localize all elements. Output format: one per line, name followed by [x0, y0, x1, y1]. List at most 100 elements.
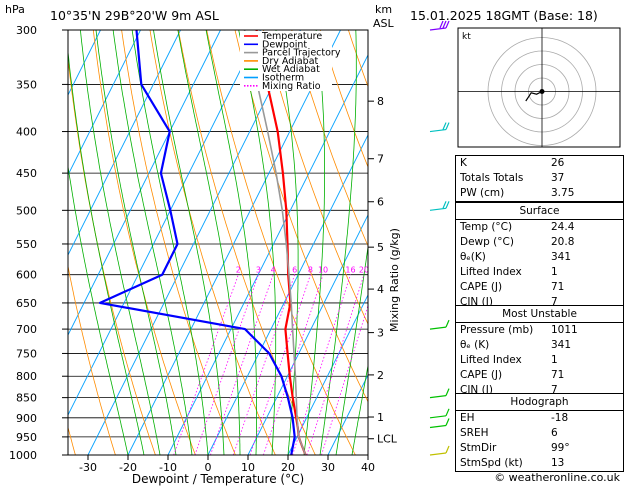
hpa-label: hPa	[5, 3, 25, 16]
temp-tick-label: 0	[205, 461, 212, 474]
temp-tick-label: -30	[79, 461, 97, 474]
isotherm	[68, 30, 181, 257]
index-label: Lifted Index	[460, 354, 522, 366]
temp-tick-label: 30	[321, 461, 335, 474]
hodograph-frame	[457, 27, 621, 148]
dry-adiabat	[234, 30, 368, 403]
isotherm	[87, 30, 301, 455]
index-value: 3.75	[551, 187, 575, 199]
mixing-ratio-line	[249, 274, 311, 455]
storm-motion-marker	[539, 89, 545, 94]
location-title: 10°35'N 29B°20'W 9m ASL	[50, 8, 219, 23]
wet-adiabat	[112, 30, 193, 455]
isotherm	[247, 213, 368, 455]
temp-tick-label: -20	[119, 461, 137, 474]
wet-adiabat	[95, 30, 177, 455]
index-value: 341	[551, 251, 572, 263]
legend-label: Dewpoint	[262, 39, 307, 50]
x-axis-title: Dewpoint / Temperature (°C)	[132, 472, 304, 486]
temp-tick-label: -10	[159, 461, 177, 474]
dry-adiabat	[177, 30, 316, 455]
wind-barb	[429, 319, 450, 330]
copyright: © weatheronline.co.uk	[494, 471, 620, 484]
mixing-ratio-label: 6	[292, 266, 297, 275]
panel-title: Surface	[456, 203, 623, 220]
pressure-tick-label: 300	[16, 24, 37, 37]
pressure-tick-label: 750	[16, 347, 37, 360]
km-tick-label: 8	[377, 95, 384, 108]
index-label: Dewp (°C)	[460, 236, 514, 248]
wet-adiabat	[131, 30, 209, 455]
index-label: CAPE (J)	[460, 369, 503, 381]
wind-barb	[429, 408, 450, 419]
mixing-ratio-line	[321, 304, 368, 455]
index-label: Totals Totals	[460, 172, 524, 184]
index-label: Pressure (mb)	[460, 324, 534, 336]
km-label: km	[375, 3, 392, 16]
index-value: -18	[551, 412, 569, 424]
wind-barb	[429, 201, 450, 211]
temp-tick-label: 40	[361, 461, 375, 474]
pressure-tick-label: 950	[16, 431, 37, 444]
index-value: 71	[551, 369, 565, 381]
index-row: PW (cm) 3.75	[456, 186, 623, 201]
index-label: PW (cm)	[460, 187, 505, 199]
dry-adiabat	[319, 30, 368, 168]
index-value: 1011	[551, 324, 578, 336]
index-row: CAPE (J) 71	[456, 280, 623, 295]
hodograph: kt	[457, 27, 621, 148]
pressure-tick-label: 400	[16, 126, 37, 139]
mixing-ratio-label: 3	[256, 266, 261, 275]
hodograph-unit-label: kt	[462, 32, 471, 42]
wet-adiabat	[68, 163, 129, 455]
mixing-ratio-label: 25	[373, 266, 383, 275]
hodograph-panel: Hodograph EH -18 SREH 6 StmDir 99° StmSpd (kt) 1…	[455, 393, 624, 472]
dry-adiabat	[68, 264, 116, 455]
km-tick-label: 7	[377, 153, 384, 166]
km-tick-label: 5	[377, 241, 384, 254]
mixing-ratio-line	[173, 274, 239, 455]
km-tick-label: 6	[377, 196, 384, 209]
mixing-ratio-line	[263, 274, 324, 455]
hodograph-trace	[525, 90, 543, 102]
wet-adiabat	[80, 30, 161, 455]
index-label: StmSpd (kt)	[460, 457, 523, 469]
isotherm	[167, 53, 368, 455]
dry-adiabat	[68, 55, 156, 455]
index-row: StmSpd (kt) 13	[456, 456, 623, 471]
legend-label: Dry Adiabat	[262, 56, 319, 67]
index-row: EH -18	[456, 411, 623, 426]
pressure-tick-label: 550	[16, 238, 37, 251]
mixing-ratio-label: 16	[345, 266, 355, 275]
index-label: K	[460, 157, 467, 169]
index-value: 71	[551, 281, 565, 293]
index-value: 99°	[551, 442, 570, 454]
index-value: 1	[551, 266, 558, 278]
wet-adiabat	[238, 30, 277, 455]
index-row: Pressure (mb) 1011	[456, 323, 623, 338]
wind-barb	[429, 122, 450, 133]
temp-tick-label: 10	[241, 461, 255, 474]
km-tick-label: 3	[377, 327, 384, 340]
wet-adiabat	[177, 30, 241, 455]
index-label: θₑ (K)	[460, 339, 490, 351]
dry-adiabat	[121, 30, 236, 455]
plot-frame	[67, 29, 369, 456]
index-row: Temp (°C) 24.4	[456, 220, 623, 235]
km-tick-label: 1	[377, 411, 384, 424]
index-label: Temp (°C)	[460, 221, 513, 233]
surface-panel: Surface Temp (°C) 24.4 Dewp (°C) 20.8 θₑ(K) 34…	[455, 202, 624, 311]
mixing-ratio-label: 2	[236, 266, 241, 275]
panel-title: Hodograph	[456, 394, 623, 411]
index-row: Totals Totals 37	[456, 171, 623, 186]
pressure-tick-label: 800	[16, 370, 37, 383]
wind-barb	[429, 445, 450, 456]
index-row: Lifted Index 1	[456, 353, 623, 368]
index-row: θₑ (K) 341	[456, 338, 623, 353]
index-row: SREH 6	[456, 426, 623, 441]
index-row: Lifted Index 1	[456, 265, 623, 280]
wet-adiabat	[153, 30, 225, 455]
mixing-ratio-label: 8	[308, 266, 313, 275]
index-row: Dewp (°C) 20.8	[456, 235, 623, 250]
